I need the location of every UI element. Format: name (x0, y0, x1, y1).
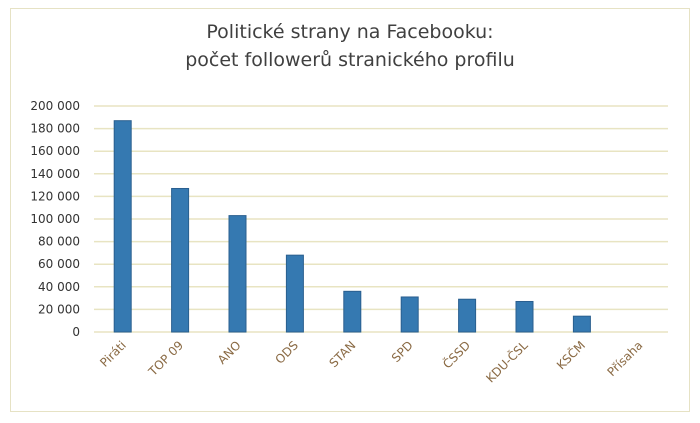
x-tick-label: Piráti (97, 338, 129, 370)
y-tick-label: 160 000 (30, 144, 80, 158)
chart-frame (10, 8, 690, 412)
x-tick-label: SPD (389, 338, 416, 365)
x-tick-label: ČSSD (439, 338, 473, 372)
y-tick-label: 200 000 (30, 99, 80, 113)
bar-ano (228, 215, 247, 333)
bar-stan (343, 290, 362, 333)
chart-title: Politické strany na Facebooku: počet fol… (0, 18, 700, 74)
x-tick-label: ODS (273, 338, 302, 367)
y-tick-label: 60 000 (38, 257, 80, 271)
x-tick-label: KDU-ČSL (483, 337, 531, 385)
y-tick-label: 80 000 (38, 235, 80, 249)
chart-title-line-1: Politické strany na Facebooku: (206, 21, 494, 43)
bar-ksčm (572, 315, 591, 333)
bar-spd (400, 296, 419, 333)
bar-piráti (113, 120, 132, 333)
y-tick-label: 140 000 (30, 167, 80, 181)
bar-kdu-čsl (515, 300, 534, 333)
bar-ods (285, 254, 304, 333)
chart-title-line-2: počet followerů stranického profilu (185, 49, 515, 71)
bar-čssd (458, 298, 477, 333)
y-tick-label: 0 (72, 325, 80, 339)
y-tick-label: 40 000 (38, 280, 80, 294)
x-tick-label: TOP 09 (145, 338, 186, 379)
x-tick-label: Přísaha (605, 338, 646, 379)
y-tick-label: 180 000 (30, 122, 80, 136)
x-tick-label: KSČM (553, 338, 588, 373)
bar-top-09 (171, 187, 190, 333)
y-tick-label: 20 000 (38, 302, 80, 316)
y-tick-label: 100 000 (30, 212, 80, 226)
x-tick-label: STAN (326, 338, 358, 370)
x-tick-label: ANO (215, 338, 244, 367)
y-tick-label: 120 000 (30, 189, 80, 203)
